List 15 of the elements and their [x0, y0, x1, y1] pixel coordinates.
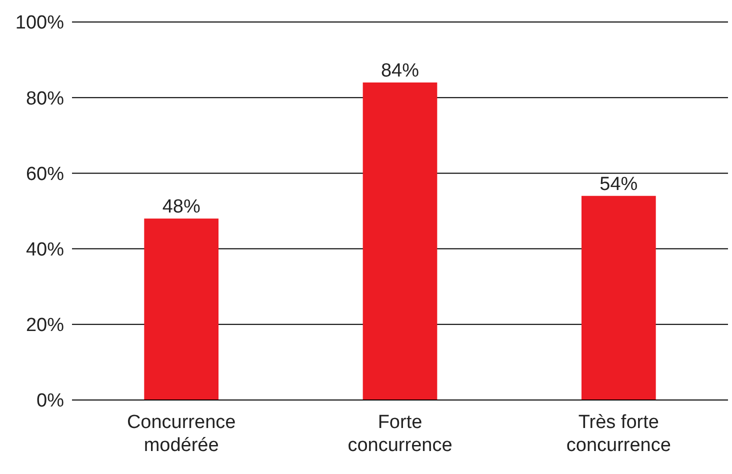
data-label: 84%	[380, 60, 420, 82]
bar	[144, 218, 219, 400]
x-tick-label: Concurrence modérée	[126, 412, 236, 456]
x-tick-label: Très forte concurrence	[566, 412, 671, 456]
bar	[581, 196, 656, 400]
bar	[362, 82, 438, 400]
y-tick-label: 80%	[26, 88, 64, 110]
y-tick-label: 40%	[26, 239, 64, 260]
x-tick-label: Forte concurrence	[348, 412, 452, 456]
data-label: 54%	[600, 174, 638, 195]
y-tick-label: 0%	[36, 390, 64, 412]
data-label: 48%	[162, 196, 200, 218]
y-tick-label: 60%	[26, 164, 64, 185]
y-tick-label: 20%	[26, 315, 64, 336]
y-tick-label: 100%	[15, 12, 64, 34]
